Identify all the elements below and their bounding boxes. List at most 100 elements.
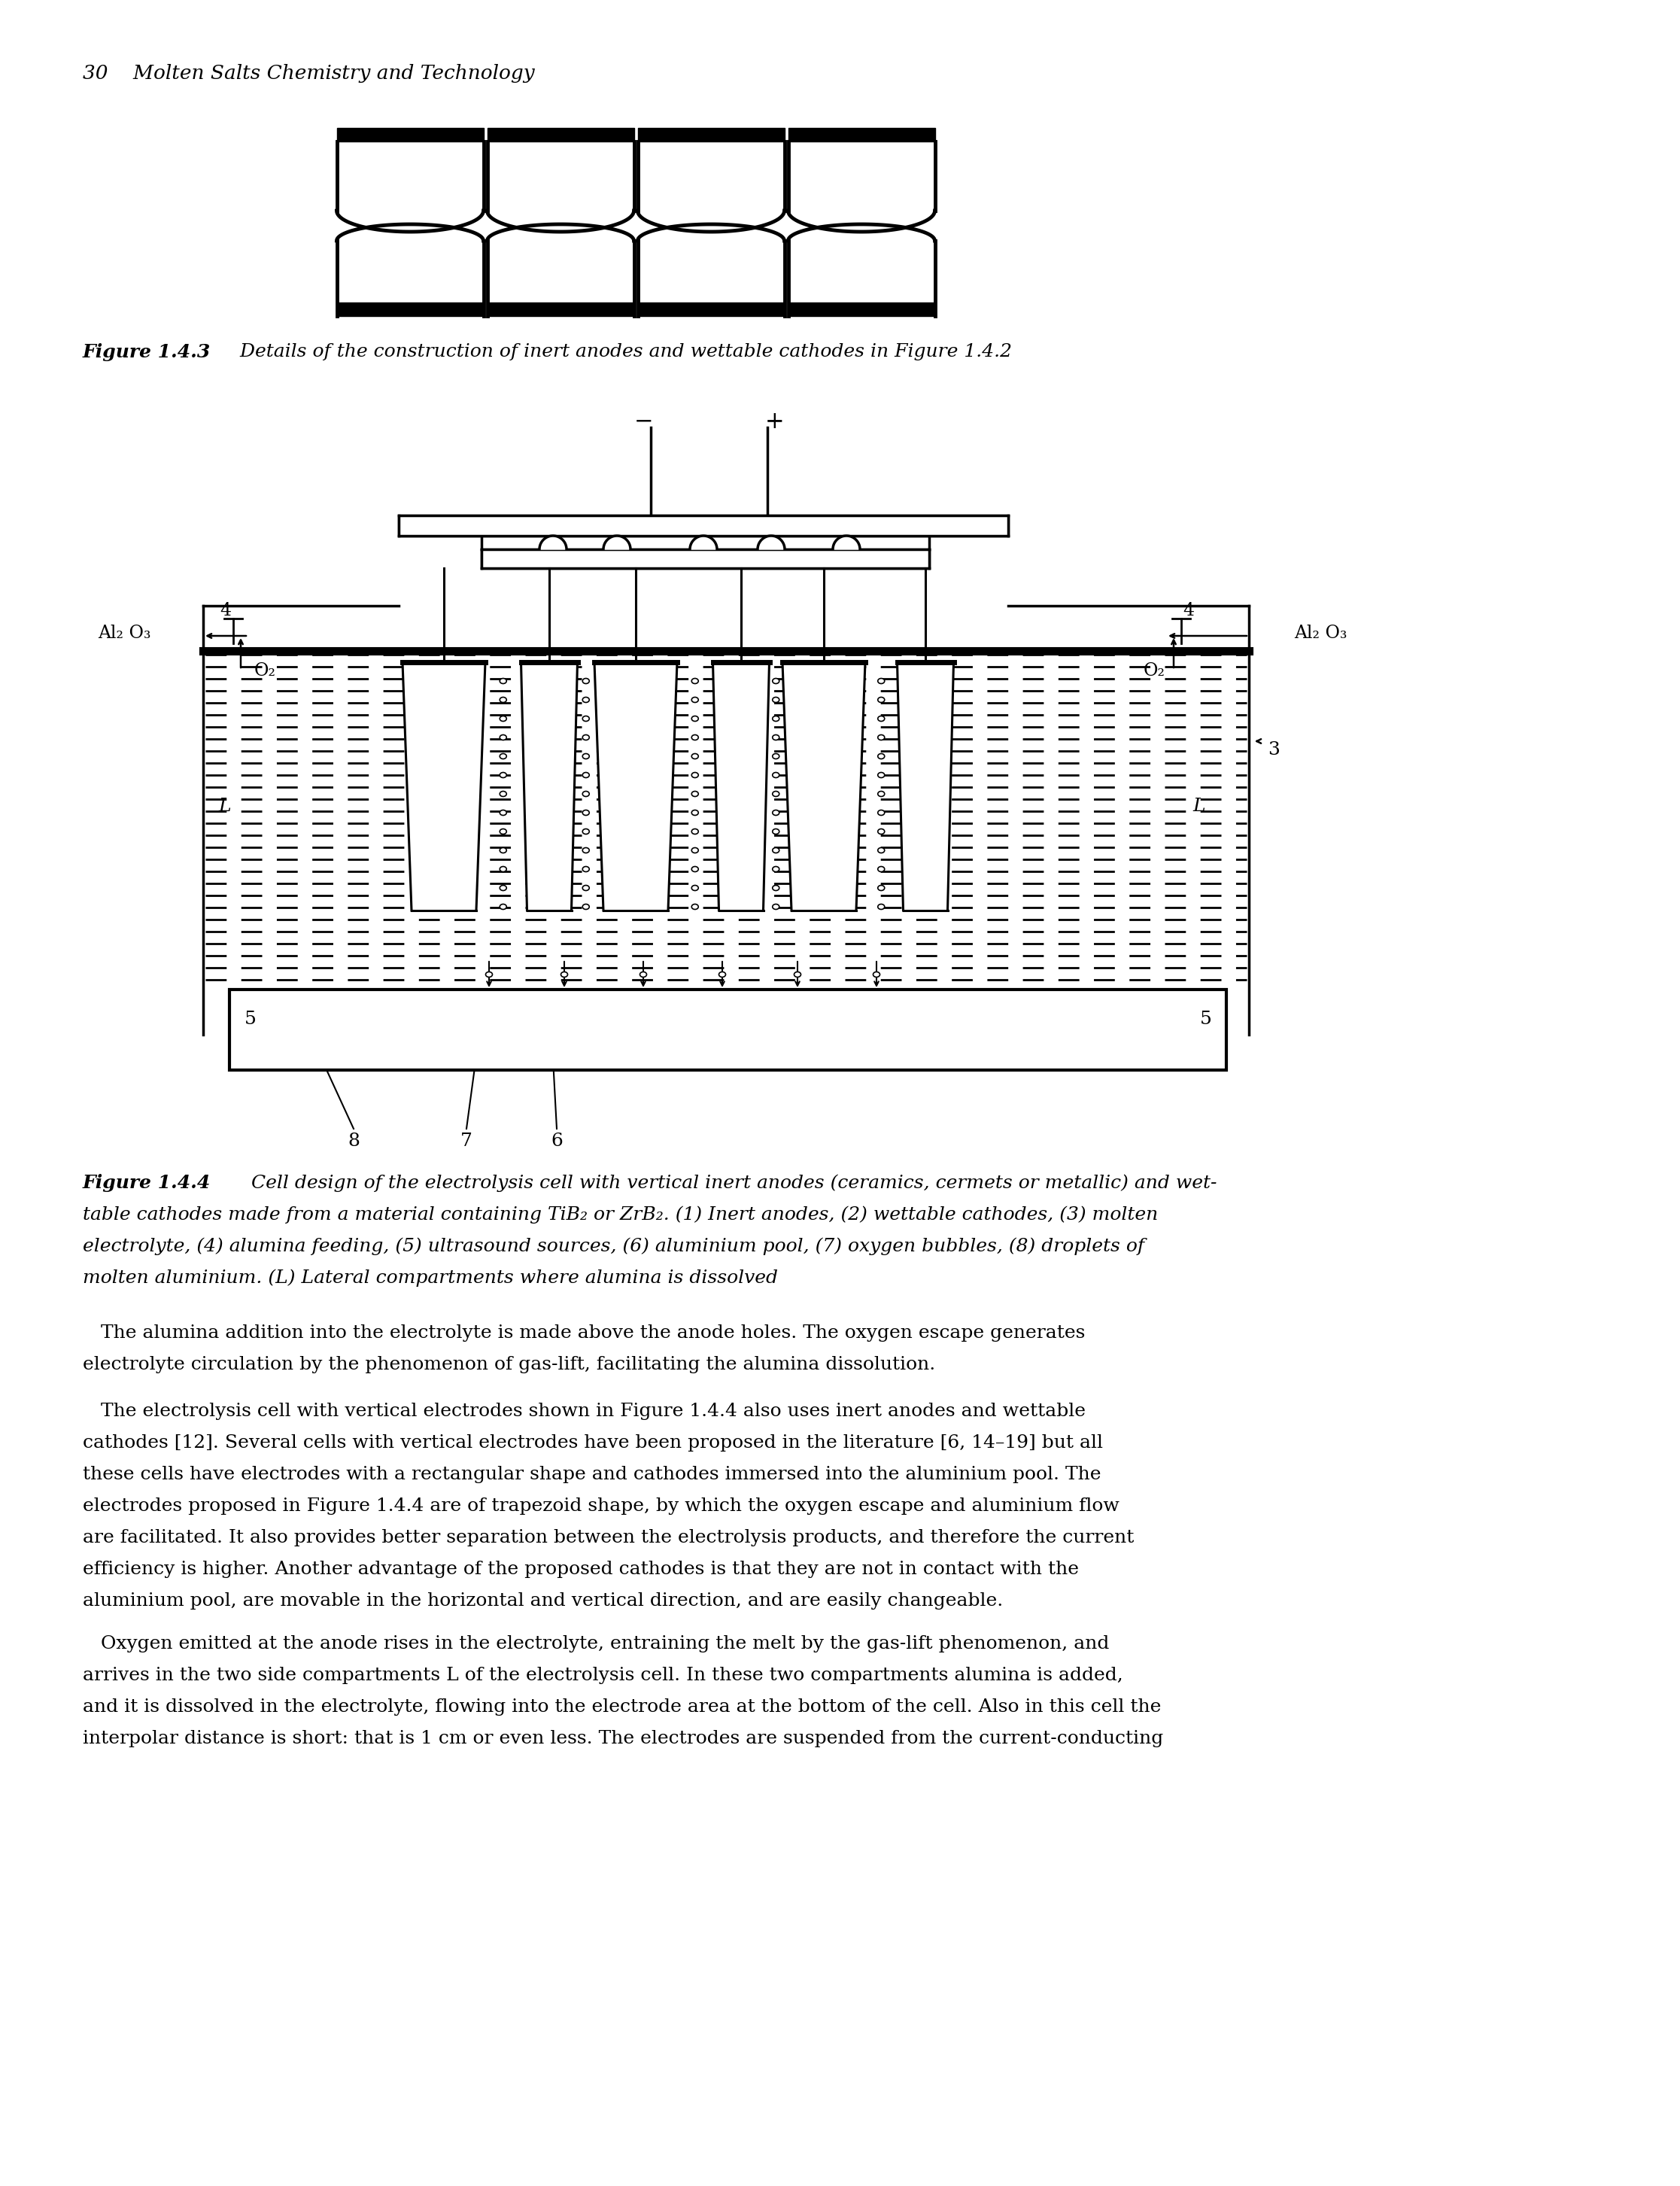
Polygon shape <box>603 536 630 549</box>
Text: 2: 2 <box>437 791 450 811</box>
Ellipse shape <box>499 866 507 872</box>
Ellipse shape <box>879 828 885 835</box>
Bar <box>788 129 934 142</box>
Ellipse shape <box>499 905 507 909</box>
Ellipse shape <box>773 754 780 759</box>
Text: cathodes [12]. Several cells with vertical electrodes have been proposed in the : cathodes [12]. Several cells with vertic… <box>82 1434 1104 1452</box>
Text: Al₂ O₃: Al₂ O₃ <box>97 625 151 643</box>
Text: 5: 5 <box>245 1010 257 1027</box>
Ellipse shape <box>773 905 780 909</box>
Text: 30    Molten Salts Chemistry and Technology: 30 Molten Salts Chemistry and Technology <box>82 63 534 83</box>
Text: Figure 1.4.3: Figure 1.4.3 <box>82 343 212 361</box>
Ellipse shape <box>583 866 590 872</box>
Text: Figure 1.4.4: Figure 1.4.4 <box>82 1174 212 1191</box>
Ellipse shape <box>583 717 590 721</box>
Ellipse shape <box>583 754 590 759</box>
Ellipse shape <box>583 678 590 684</box>
Ellipse shape <box>879 697 885 702</box>
Text: L: L <box>218 798 230 815</box>
Ellipse shape <box>583 734 590 741</box>
Ellipse shape <box>773 885 780 890</box>
Text: +: + <box>766 411 785 433</box>
Ellipse shape <box>692 828 699 835</box>
Text: electrodes proposed in Figure 1.4.4 are of trapezoid shape, by which the oxygen : electrodes proposed in Figure 1.4.4 are … <box>82 1497 1119 1515</box>
Bar <box>230 990 1226 1071</box>
Bar <box>487 129 633 142</box>
Ellipse shape <box>692 791 699 796</box>
Polygon shape <box>539 536 566 549</box>
Ellipse shape <box>773 734 780 741</box>
Ellipse shape <box>583 848 590 853</box>
Text: 2: 2 <box>630 791 642 811</box>
Text: −: − <box>633 411 654 433</box>
Ellipse shape <box>561 973 568 977</box>
Bar <box>398 516 1008 536</box>
Ellipse shape <box>879 811 885 815</box>
Ellipse shape <box>773 772 780 778</box>
Ellipse shape <box>773 678 780 684</box>
Ellipse shape <box>879 885 885 890</box>
Ellipse shape <box>773 866 780 872</box>
Ellipse shape <box>879 848 885 853</box>
Ellipse shape <box>692 811 699 815</box>
Text: and it is dissolved in the electrolyte, flowing into the electrode area at the b: and it is dissolved in the electrolyte, … <box>82 1699 1161 1716</box>
Text: 7: 7 <box>460 1132 472 1150</box>
Text: molten aluminium. (L) Lateral compartments where alumina is dissolved: molten aluminium. (L) Lateral compartmen… <box>82 1268 778 1285</box>
Ellipse shape <box>499 885 507 890</box>
Ellipse shape <box>499 828 507 835</box>
Ellipse shape <box>692 697 699 702</box>
Ellipse shape <box>773 791 780 796</box>
Ellipse shape <box>583 791 590 796</box>
Ellipse shape <box>879 734 885 741</box>
Text: aluminium pool, are movable in the horizontal and vertical direction, and are ea: aluminium pool, are movable in the horiz… <box>82 1591 1003 1609</box>
Ellipse shape <box>499 811 507 815</box>
Polygon shape <box>403 662 486 912</box>
Ellipse shape <box>692 754 699 759</box>
Ellipse shape <box>879 717 885 721</box>
Text: 4: 4 <box>1183 601 1194 619</box>
Ellipse shape <box>879 678 885 684</box>
Bar <box>336 129 484 142</box>
Polygon shape <box>833 536 860 549</box>
Text: O₂: O₂ <box>1144 662 1166 680</box>
Text: 3: 3 <box>1268 741 1280 759</box>
Bar <box>336 302 484 317</box>
Ellipse shape <box>879 772 885 778</box>
Ellipse shape <box>583 828 590 835</box>
Ellipse shape <box>692 678 699 684</box>
Text: 4: 4 <box>220 601 232 619</box>
Polygon shape <box>521 662 578 912</box>
Ellipse shape <box>692 717 699 721</box>
Text: 1: 1 <box>734 791 748 811</box>
Ellipse shape <box>499 848 507 853</box>
Ellipse shape <box>795 973 801 977</box>
Text: Details of the construction of inert anodes and wettable cathodes in Figure 1.4.: Details of the construction of inert ano… <box>222 343 1011 361</box>
Ellipse shape <box>499 754 507 759</box>
Polygon shape <box>897 662 954 912</box>
Ellipse shape <box>879 866 885 872</box>
Text: interpolar distance is short: that is 1 cm or even less. The electrodes are susp: interpolar distance is short: that is 1 … <box>82 1729 1163 1747</box>
Ellipse shape <box>773 828 780 835</box>
Ellipse shape <box>583 885 590 890</box>
Polygon shape <box>783 662 865 912</box>
Bar <box>638 129 785 142</box>
Ellipse shape <box>583 697 590 702</box>
Bar <box>788 302 934 317</box>
Text: Al₂ O₃: Al₂ O₃ <box>1294 625 1347 643</box>
Text: 1: 1 <box>543 791 556 811</box>
Text: O₂: O₂ <box>254 662 276 680</box>
Ellipse shape <box>773 697 780 702</box>
Ellipse shape <box>879 754 885 759</box>
Polygon shape <box>758 536 785 549</box>
Text: are facilitated. It also provides better separation between the electrolysis pro: are facilitated. It also provides better… <box>82 1528 1134 1546</box>
Ellipse shape <box>692 866 699 872</box>
Ellipse shape <box>499 734 507 741</box>
Text: Oxygen emitted at the anode rises in the electrolyte, entraining the melt by the: Oxygen emitted at the anode rises in the… <box>82 1635 1109 1653</box>
Text: The alumina addition into the electrolyte is made above the anode holes. The oxy: The alumina addition into the electrolyt… <box>82 1325 1085 1342</box>
Ellipse shape <box>583 811 590 815</box>
Ellipse shape <box>719 973 726 977</box>
Ellipse shape <box>499 772 507 778</box>
Ellipse shape <box>773 717 780 721</box>
Ellipse shape <box>692 885 699 890</box>
Text: 2: 2 <box>818 791 830 811</box>
